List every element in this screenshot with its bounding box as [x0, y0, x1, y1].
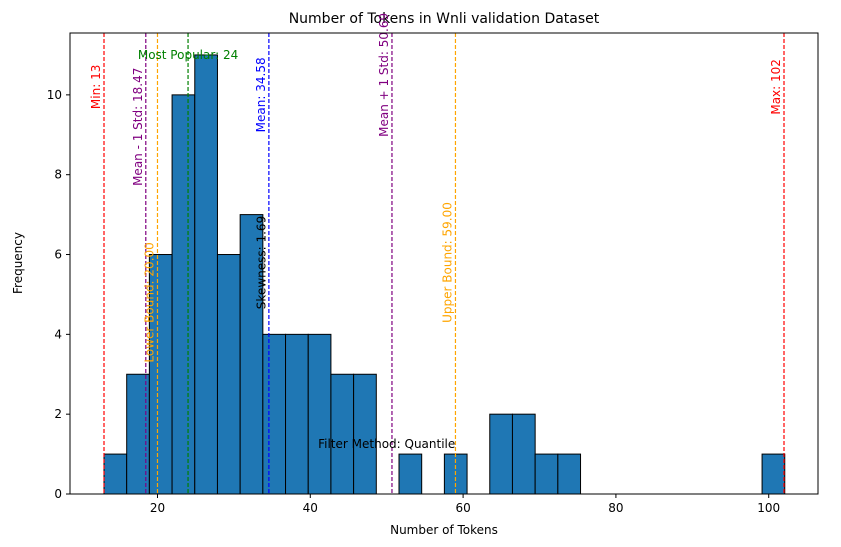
histogram-bar [511, 413, 536, 495]
chart-title: Number of Tokens in Wnli validation Data… [289, 11, 600, 27]
reference-label-most-popular: Most Popular: 24 [138, 48, 238, 62]
reference-label-upper-bound: Upper Bound: 59.00 [440, 202, 454, 323]
y-tick-label: 0 [54, 487, 62, 501]
plot-frame [69, 32, 819, 495]
x-axis-ticks: 20 40 60 80 100 [150, 494, 780, 515]
histogram-bar [353, 373, 377, 495]
x-axis-label: Number of Tokens [390, 523, 498, 537]
reference-label-min: Min: 13 [89, 65, 103, 109]
annotations-group: Skewness: 1.69 Filter Method: Quantile [254, 216, 455, 451]
histogram-bar [126, 373, 150, 495]
histogram-bar [398, 453, 423, 495]
histogram-bar [285, 333, 309, 495]
bars-group [103, 54, 786, 495]
x-tick-label: 60 [455, 501, 470, 515]
histogram-bar [103, 453, 128, 495]
histogram-bar [194, 54, 218, 495]
y-tick-label: 8 [54, 168, 62, 182]
histogram-bar [557, 453, 582, 495]
y-tick-label: 10 [47, 88, 62, 102]
annotation-skewness: Skewness: 1.69 [254, 216, 268, 309]
reference-label-mean-minus-std: Mean - 1 Std: 18.47 [131, 68, 145, 186]
histogram-bar [489, 413, 513, 495]
histogram-bar [262, 333, 287, 495]
y-tick-label: 2 [54, 407, 62, 421]
reference-label-mean-plus-std: Mean + 1 Std: 50.69 [377, 13, 391, 137]
reference-label-lower-bound: Lower Bound: 20.00 [142, 242, 156, 362]
y-tick-label: 6 [54, 248, 62, 262]
y-axis-ticks: 0 2 4 6 8 10 [47, 88, 70, 501]
y-tick-label: 4 [54, 327, 62, 341]
x-tick-label: 40 [303, 501, 318, 515]
reference-label-mean: Mean: 34.58 [254, 57, 268, 132]
y-axis-label: Frequency [11, 232, 25, 294]
histogram-bar [330, 373, 355, 495]
x-tick-label: 20 [150, 501, 165, 515]
x-tick-label: 100 [757, 501, 780, 515]
histogram-bar [534, 453, 559, 495]
histogram-bar [761, 453, 786, 495]
histogram-bar [171, 94, 196, 495]
histogram-bar [307, 333, 332, 495]
histogram-bar [216, 254, 241, 495]
annotation-filter-method: Filter Method: Quantile [318, 437, 455, 451]
reference-label-max: Max: 102 [769, 59, 783, 115]
x-tick-label: 80 [608, 501, 623, 515]
reference-lines-group: Min: 13 Mean - 1 Std: 18.47 Lower Bound: 2… [89, 13, 785, 494]
